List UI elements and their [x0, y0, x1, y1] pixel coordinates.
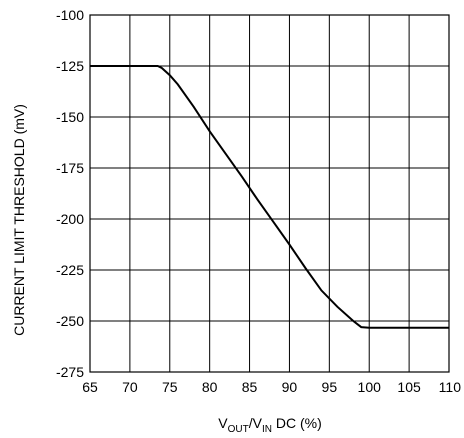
x-tick-label-0: 65 [82, 379, 98, 395]
x-axis-label-sub2: IN [262, 424, 272, 435]
x-axis-label-tail: DC (%) [272, 415, 322, 431]
x-axis-label-mid: /V [249, 415, 263, 431]
y-tick-label-0: -100 [56, 7, 84, 23]
x-tick-label-3: 80 [202, 379, 218, 395]
y-tick-label-1: -125 [56, 58, 84, 74]
x-tick-label-5: 90 [282, 379, 298, 395]
y-tick-label-3: -175 [56, 160, 84, 176]
x-axis-label-sub1: OUT [228, 424, 249, 435]
y-tick-label-2: -150 [56, 109, 84, 125]
plot-frame [89, 14, 450, 373]
y-tick-labels: -100 -125 -150 -175 -200 -225 -250 -275 [56, 7, 84, 380]
x-tick-label-6: 95 [322, 379, 338, 395]
y-axis-label: CURRENT LIMIT THRESHOLD (mV) [11, 104, 27, 336]
series-line [90, 65, 449, 329]
x-tick-label-7: 100 [358, 379, 382, 395]
x-tick-label-2: 75 [162, 379, 178, 395]
x-axis-label-main: V [218, 415, 228, 431]
x-axis-label: VOUT/VIN DC (%) [218, 415, 321, 435]
grid-lines [89, 14, 450, 373]
x-tick-labels: 65 70 75 80 85 90 95 100 105 110 [82, 379, 461, 395]
x-tick-label-8: 105 [397, 379, 421, 395]
y-tick-label-6: -250 [56, 313, 84, 329]
x-tick-label-1: 70 [122, 379, 138, 395]
y-tick-label-7: -275 [56, 364, 84, 380]
x-tick-label-9: 110 [439, 379, 462, 395]
y-tick-label-4: -200 [56, 211, 84, 227]
y-tick-label-5: -225 [56, 262, 84, 278]
x-tick-label-4: 85 [242, 379, 258, 395]
